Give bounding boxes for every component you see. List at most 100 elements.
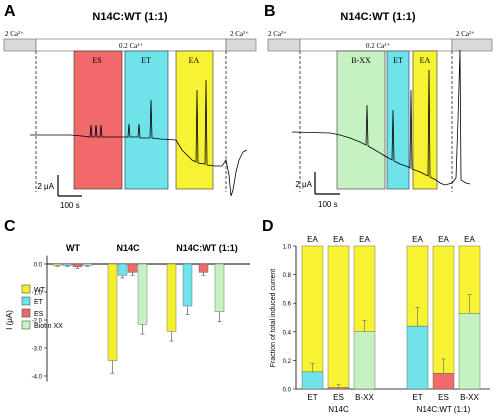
panel-d-y-tick-label: 0.6 xyxy=(283,302,292,308)
panel-b-ca-right-bar xyxy=(451,38,493,52)
panel-d-top-label: EA xyxy=(307,235,318,244)
panel-b-scale-x-label: 100 s xyxy=(318,200,338,209)
panel-b-scale-y-label: 2 μA xyxy=(295,180,312,189)
panel-d-bar-ea xyxy=(432,245,455,374)
panel-c-bar xyxy=(137,263,148,325)
panel-d-y-tick-label: 0.4 xyxy=(283,330,292,336)
panel-d-bar-ea xyxy=(301,245,324,373)
panel-d-bar-lower xyxy=(327,387,350,390)
panel-d-top-label: EA xyxy=(412,235,423,244)
panel-c-bar xyxy=(82,263,93,266)
panel-b: B N14C:WT (1:1) 2 Ca²⁺ 0.2 Ca²⁺ 2 Ca²⁺ B… xyxy=(264,3,493,209)
panel-d-category-label: ES xyxy=(438,393,449,402)
panel-c-group-label-wt: WT xyxy=(66,243,80,253)
panel-d-top-label: EA xyxy=(359,235,370,244)
panel-b-region-bxx xyxy=(336,50,386,190)
panel-d-category-label: ET xyxy=(412,393,422,402)
panel-b-ca-right-label: 2 Ca²⁺ xyxy=(456,30,475,38)
panel-a-title: N14C:WT (1:1) xyxy=(92,11,168,23)
panel-d-bar-ea xyxy=(327,245,350,388)
panel-d-top-label: EA xyxy=(333,235,344,244)
legend-label-et: ET xyxy=(34,299,44,306)
panel-b-title: N14C:WT (1:1) xyxy=(340,11,416,23)
panel-a-region-ea xyxy=(175,50,214,190)
panel-d-category-label: ET xyxy=(307,393,317,402)
panel-d-y-tick-label: 0.2 xyxy=(283,359,292,365)
panel-d-top-label: EA xyxy=(464,235,475,244)
panel-a-ca-right-label: 2 Ca²⁺ xyxy=(230,30,249,38)
panel-a-region-ea-label: EA xyxy=(189,56,200,65)
panel-a-current-trace xyxy=(30,79,248,197)
panel-c-bars xyxy=(52,263,225,374)
panel-d-bar-lower xyxy=(301,371,324,390)
legend-swatch-et xyxy=(21,296,31,306)
panel-a: A N14C:WT (1:1) 2 Ca²⁺ 0.2 Ca²⁺ 2 Ca²⁺ E… xyxy=(3,3,257,210)
panel-c-legend: WT ET ES Biotin XX xyxy=(21,284,63,330)
panel-d-category-label: B-XX xyxy=(460,393,479,402)
panel-a-ca-left-bar xyxy=(3,38,37,52)
panel-letter-b: B xyxy=(264,3,276,20)
panel-c-bar xyxy=(127,263,138,273)
panel-c-group-labels: WT N14C N14C:WT (1:1) xyxy=(66,243,238,253)
panel-b-ca-left-bar xyxy=(267,38,301,52)
panel-c-y-tick-label: -1.0 xyxy=(32,291,43,297)
panel-c: C I (μA) 0.0 -1.0 -2.0 -3.0 -4.0 WT N14C N14… xyxy=(4,218,250,382)
panel-a-region-et xyxy=(124,50,169,190)
panel-a-ca-mid-label: 0.2 Ca²⁺ xyxy=(119,42,143,50)
panel-c-ylabel: I (μA) xyxy=(5,310,14,330)
panel-d-category-label: ES xyxy=(333,393,344,402)
panel-c-group-label-mix: N14C:WT (1:1) xyxy=(176,243,238,253)
legend-swatch-es xyxy=(21,308,31,318)
panel-d-bars xyxy=(301,245,481,390)
panel-letter-a: A xyxy=(4,3,16,20)
panel-b-region-ea xyxy=(412,50,438,190)
panel-a-scale-x-label: 100 s xyxy=(60,201,80,210)
panel-d-bar-ea xyxy=(353,245,376,333)
panel-d-y-tick-label: 0.0 xyxy=(283,388,292,394)
panel-a-region-es xyxy=(73,50,123,190)
panel-d-group-label-n14c: N14C xyxy=(328,405,349,414)
panel-d-bar-lower xyxy=(353,331,376,390)
panel-c-bar xyxy=(166,263,177,332)
panel-d-category-label: B-XX xyxy=(355,393,374,402)
legend-swatch-biotin-xx xyxy=(21,320,31,330)
panel-d-y-tick-label: 1.0 xyxy=(283,245,292,251)
panel-b-region-bxx-label: B-XX xyxy=(351,56,371,65)
panel-d-bar-ea xyxy=(406,245,429,327)
panel-c-bar xyxy=(198,263,209,273)
panel-b-current-trace xyxy=(291,49,471,186)
panel-d: D Fraction of total induced current 0.0 0… xyxy=(262,218,490,414)
legend-label-es: ES xyxy=(34,311,44,318)
panel-b-ca-mid-label: 0.2 Ca²⁺ xyxy=(366,42,390,50)
panel-d-top-label: EA xyxy=(438,235,449,244)
panel-d-bar-lower xyxy=(432,373,455,390)
panel-d-labels: EA ET EA ES EA B-XX EA ET EA ES EA B-XX xyxy=(307,235,479,402)
panel-d-y-tick-label: 0.8 xyxy=(283,273,292,279)
panel-d-ylabel: Fraction of total induced current xyxy=(270,269,277,367)
panel-c-y-tick-label: -4.0 xyxy=(32,375,43,381)
panel-c-y-tick-label: 0.0 xyxy=(34,263,43,269)
panel-c-bar xyxy=(52,263,63,266)
panel-b-region-ea-label: EA xyxy=(420,56,431,65)
panel-d-group-label-mix: N14C:WT (1:1) xyxy=(417,405,471,414)
panel-d-bar-lower xyxy=(406,325,429,390)
panel-c-bar xyxy=(117,263,128,276)
panel-c-y-tick-label: -2.0 xyxy=(32,319,43,325)
panel-b-ca-left-label: 2 Ca²⁺ xyxy=(268,30,287,38)
panel-a-ca-left-label: 2 Ca²⁺ xyxy=(5,30,24,38)
panel-c-bar xyxy=(214,263,225,312)
panel-a-region-es-label: ES xyxy=(92,56,101,65)
panel-b-region-et xyxy=(386,50,410,190)
panel-a-region-et-label: ET xyxy=(141,56,151,65)
panel-c-group-label-n14c: N14C xyxy=(116,243,140,253)
panel-letter-d: D xyxy=(262,218,274,235)
legend-swatch-wt xyxy=(21,284,31,294)
panel-b-region-et-label: ET xyxy=(393,56,403,65)
panel-c-bar xyxy=(62,263,73,266)
panel-a-scale-y-label: 2 μA xyxy=(37,182,54,191)
legend-label-wt: WT xyxy=(34,287,46,294)
panel-a-ca-right-bar xyxy=(225,38,257,52)
panel-letter-c: C xyxy=(4,218,16,235)
panel-c-bar xyxy=(72,263,83,267)
